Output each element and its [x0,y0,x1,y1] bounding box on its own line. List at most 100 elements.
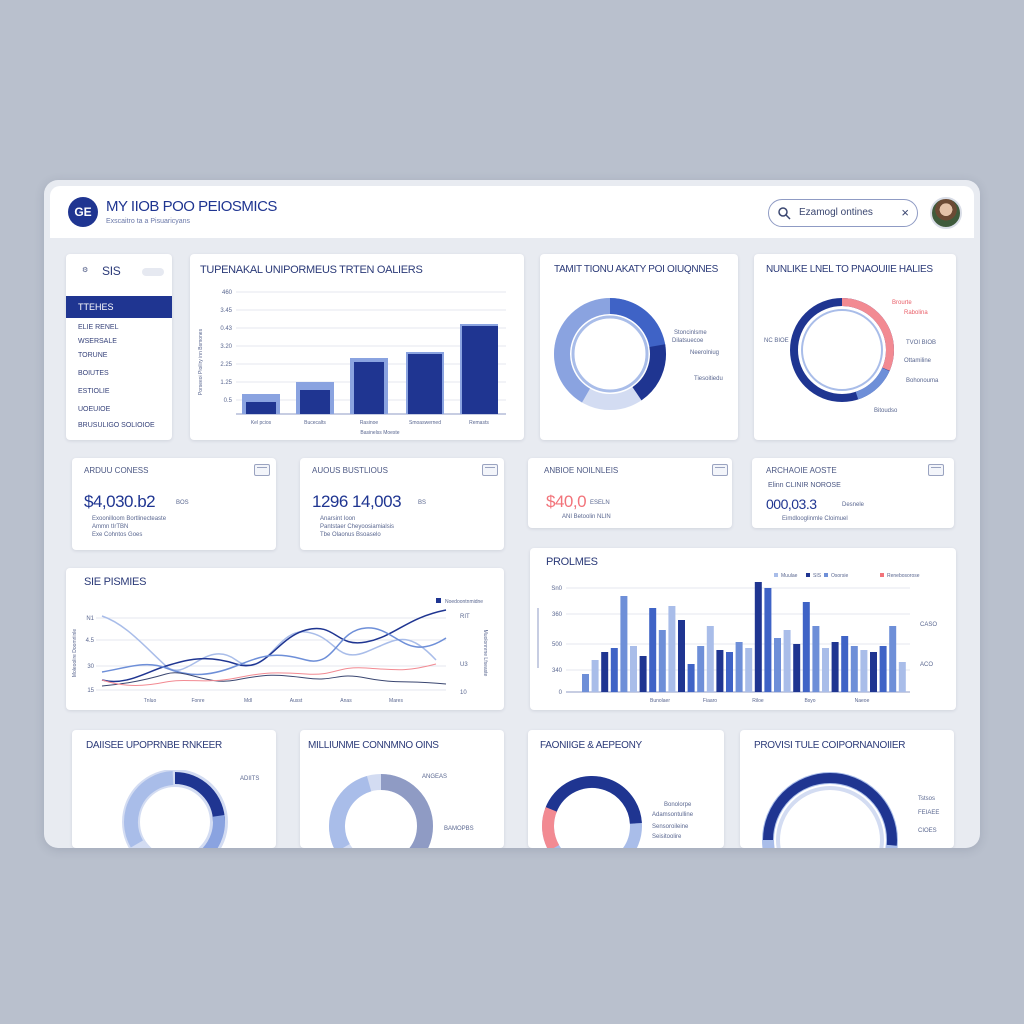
bar [735,642,743,692]
chart-icon[interactable] [482,464,498,476]
bar [649,608,657,692]
bar [745,648,753,692]
card-title: NUNLIKE LNEL TO PNAOUIIE HALIES [766,264,933,275]
sidebar-item-active[interactable]: TTEHES [66,296,172,318]
x-axis-label: Basinelss Moeste [360,430,399,436]
stat-detail: Eimdlooglinmle Cloimuel [782,516,848,522]
legend-item: CIOES [918,828,937,834]
toggle-switch[interactable] [142,268,164,276]
stat-value: $40,0 [546,492,587,511]
chart-icon[interactable] [928,464,944,476]
svg-text:1.25: 1.25 [220,380,232,386]
card-donut-4: MILLIUNME CONNMNO OINS ANGEAS BAMOPBS [300,730,504,848]
sidebar-item[interactable]: TORUNE [78,352,108,359]
svg-text:Naeoe: Naeoe [855,698,870,704]
svg-text:30: 30 [87,664,94,670]
svg-text:Remasts: Remasts [469,420,489,426]
card-title: SIE PISMIES [84,576,147,588]
search-input[interactable]: Ezamogl ontines [799,207,873,218]
sidebar-item[interactable]: UOEUIOE [78,406,111,413]
stat-detail: Exe Cohntos Goes [92,532,143,538]
svg-text:Riloe: Riloe [752,698,764,704]
stat-card-1[interactable]: ARDUU CONESS $4,030.b2 BOS Exoonilloom B… [72,458,276,550]
stat-detail: Anarsint Ioon [320,516,356,522]
brand-logo[interactable]: GE [68,197,98,227]
bar [658,630,666,692]
bar [764,588,772,692]
legend-item: NC BIOE [764,338,789,344]
stat-title: ANBIOE NOILNLEIS [544,466,619,475]
svg-text:340: 340 [552,668,563,674]
chart-icon[interactable] [254,464,270,476]
sidebar: ⚙ SIS TTEHES ELIE RENEL WSERSALE TORUNE … [66,254,172,440]
legend-item: Neerolniug [690,350,720,356]
svg-text:Mdl: Mdl [244,698,252,704]
card-title: FAONIIGE & AEPEONY [540,740,642,751]
svg-text:Rasinoe: Rasinoe [360,420,379,426]
svg-text:N1: N1 [86,616,94,622]
chart-icon[interactable] [712,464,728,476]
svg-text:Bsyo: Bsyo [804,698,815,704]
svg-text:Bunolaer: Bunolaer [650,698,670,704]
card-title: PROVISI TULE COIPORNANOIIER [754,740,906,751]
user-avatar[interactable] [930,197,962,229]
sidebar-item[interactable]: BRUSULIGO SOLIOIOE [78,422,155,429]
svg-text:ACO: ACO [920,662,933,668]
legend-item: Seisitoolire [652,834,682,840]
bar [706,626,714,692]
legend-item: Brourte [892,300,912,306]
dashboard-window: GE MY IIOB POO PEIOSMICS Exscaitro ta a … [44,180,980,848]
legend-item: Adamsontulline [652,812,694,818]
top-header: GE MY IIOB POO PEIOSMICS Exscaitro ta a … [50,186,974,238]
svg-text:4.5: 4.5 [86,638,95,644]
bar [582,674,589,692]
bar [793,644,801,692]
stat-detail: Pantstaer Cheyoosiamialsis [320,524,395,530]
stat-unit: BS [418,500,427,506]
card-title: TUPENAKAL UNIPORMEUS TRTEN OALIERS [200,264,423,276]
svg-text:Anas: Anas [340,698,352,704]
stat-card-2[interactable]: AUOUS BUSTLIOUS 1296 14,003 BS Anarsint … [300,458,504,550]
sidebar-item[interactable]: WSERSALE [78,338,117,345]
card-donut-5: FAONIIGE & AEPEONY Adamsontulline Sensor… [528,730,724,848]
svg-text:Fiaaro: Fiaaro [703,698,717,704]
sidebar-item[interactable]: ELIE RENEL [78,324,119,331]
stat-title: ARDUU CONESS [84,466,149,475]
svg-text:Moleoolire Doomriinle: Moleoolire Doomriinle [72,629,78,678]
bar [870,652,877,692]
legend-item: BAMOPBS [444,826,474,832]
stat-title: AUOUS BUSTLIOUS [312,466,389,475]
legend-item: Stoncinlsme [674,330,707,336]
clear-search-icon[interactable]: × [901,205,909,220]
svg-text:Fonre: Fonre [191,698,204,704]
sidebar-item[interactable]: BOIUTES [78,370,109,377]
stat-subline: Elinn CLINIR NOROSE [768,482,841,489]
svg-text:0: 0 [559,690,563,696]
sidebar-item[interactable]: ESTIOLIE [78,388,110,395]
stat-card-3[interactable]: ANBIOE NOILNLEIS $40,0 ESELN ANI Betooli… [528,458,732,528]
bar [774,638,781,692]
svg-text:Mares: Mares [389,698,403,704]
bar [754,582,762,692]
svg-text:Kel pcios: Kel pcios [251,420,272,426]
search-box[interactable]: Ezamogl ontines × [768,199,918,227]
legend-item: Bohonouma [906,378,939,384]
donut-chart-2 [790,298,894,402]
svg-text:SIS: SIS [813,573,822,579]
legend-item: Tiesoitiedu [694,376,723,382]
stat-value: 000,03.3 [766,496,817,512]
bar [678,620,685,692]
svg-text:3.45: 3.45 [220,308,232,314]
stat-detail: Exoonilloom Bortlinecteaste [92,516,167,522]
bar [697,646,705,692]
legend-item: Tstsos [918,796,936,802]
search-icon [778,207,791,220]
svg-text:Smoaswerned: Smoaswerned [409,420,441,426]
svg-text:Muolonnrne Lfseaste: Muolonnrne Lfseaste [482,630,488,677]
stat-card-4[interactable]: ARCHAOIE AOSTE Elinn CLINIR NOROSE 000,0… [752,458,954,528]
card-donut-2: NUNLIKE LNEL TO PNAOUIIE HALIES Brourte … [754,254,956,440]
legend-item: TVOI BIOB [906,340,937,346]
legend-item: Ottamiline [904,358,932,364]
stat-unit: ESELN [590,500,610,506]
gear-icon[interactable]: ⚙ [82,267,89,274]
